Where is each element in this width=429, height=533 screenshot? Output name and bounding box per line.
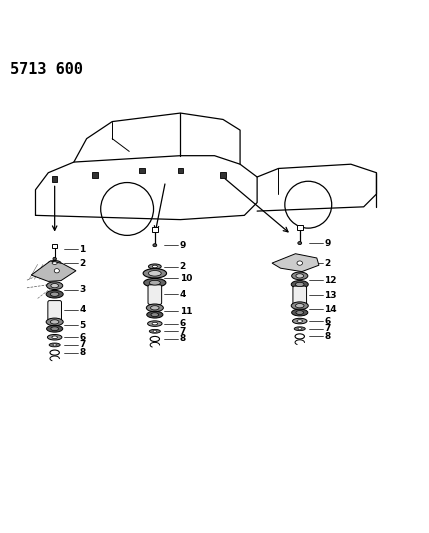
Text: 4: 4	[180, 290, 186, 298]
Text: 2: 2	[324, 259, 331, 268]
Text: 14: 14	[324, 305, 337, 313]
FancyBboxPatch shape	[293, 286, 307, 306]
Ellipse shape	[48, 335, 62, 340]
Text: 2: 2	[79, 259, 86, 268]
Ellipse shape	[148, 264, 161, 269]
Text: 9: 9	[324, 239, 331, 247]
FancyBboxPatch shape	[48, 301, 61, 320]
Ellipse shape	[298, 328, 302, 330]
Bar	[139, 168, 145, 173]
Ellipse shape	[153, 330, 157, 333]
Ellipse shape	[147, 311, 163, 318]
Ellipse shape	[50, 292, 59, 296]
Ellipse shape	[53, 257, 56, 260]
Text: 8: 8	[79, 348, 86, 357]
Bar	[297, 225, 303, 230]
Ellipse shape	[49, 343, 60, 347]
Text: 8: 8	[180, 335, 186, 343]
Text: 3: 3	[79, 286, 86, 294]
Bar	[52, 176, 57, 182]
Ellipse shape	[293, 318, 307, 324]
Ellipse shape	[143, 269, 166, 278]
Bar	[220, 172, 226, 177]
Text: 9: 9	[180, 241, 186, 249]
Text: 7: 7	[180, 327, 186, 336]
Text: 1: 1	[79, 245, 86, 254]
Ellipse shape	[292, 309, 308, 316]
Ellipse shape	[50, 320, 59, 324]
Ellipse shape	[46, 290, 63, 298]
Text: 6: 6	[180, 319, 186, 328]
Ellipse shape	[153, 244, 157, 247]
Text: 13: 13	[324, 291, 337, 300]
Ellipse shape	[149, 329, 160, 333]
Ellipse shape	[296, 274, 304, 278]
Ellipse shape	[51, 284, 58, 288]
Bar	[152, 227, 158, 232]
Bar	[52, 244, 57, 248]
Text: 2: 2	[180, 262, 186, 271]
Text: 6: 6	[79, 333, 86, 342]
Ellipse shape	[148, 271, 161, 276]
Ellipse shape	[296, 311, 304, 314]
Text: 8: 8	[324, 332, 331, 341]
Text: 5713 600: 5713 600	[10, 62, 83, 77]
Ellipse shape	[149, 280, 160, 285]
Bar	[92, 172, 98, 177]
Ellipse shape	[46, 318, 63, 326]
Ellipse shape	[144, 278, 166, 287]
Ellipse shape	[152, 265, 157, 268]
Text: 12: 12	[324, 276, 337, 285]
Ellipse shape	[296, 304, 304, 308]
Polygon shape	[31, 261, 76, 281]
Ellipse shape	[52, 336, 57, 338]
Ellipse shape	[292, 272, 308, 280]
Ellipse shape	[151, 306, 159, 310]
Ellipse shape	[298, 241, 302, 245]
Ellipse shape	[294, 327, 305, 330]
Text: 11: 11	[180, 307, 192, 316]
Ellipse shape	[148, 321, 162, 326]
Ellipse shape	[146, 304, 163, 312]
Polygon shape	[272, 254, 319, 272]
Text: 10: 10	[180, 274, 192, 283]
Ellipse shape	[48, 261, 61, 265]
Ellipse shape	[152, 322, 157, 325]
Ellipse shape	[52, 262, 57, 264]
Ellipse shape	[54, 269, 59, 273]
Ellipse shape	[297, 261, 302, 265]
Ellipse shape	[291, 302, 308, 310]
Bar	[178, 168, 183, 173]
Text: 7: 7	[79, 341, 86, 350]
Text: 6: 6	[324, 317, 331, 326]
Ellipse shape	[291, 280, 308, 288]
Ellipse shape	[47, 325, 63, 332]
Text: 5: 5	[79, 321, 86, 330]
Ellipse shape	[51, 327, 58, 330]
Ellipse shape	[53, 344, 56, 346]
Text: 7: 7	[324, 324, 331, 333]
Ellipse shape	[296, 282, 304, 287]
Ellipse shape	[151, 313, 159, 317]
Ellipse shape	[297, 320, 302, 322]
Text: 4: 4	[79, 305, 86, 314]
FancyBboxPatch shape	[148, 285, 162, 304]
Ellipse shape	[47, 282, 63, 289]
